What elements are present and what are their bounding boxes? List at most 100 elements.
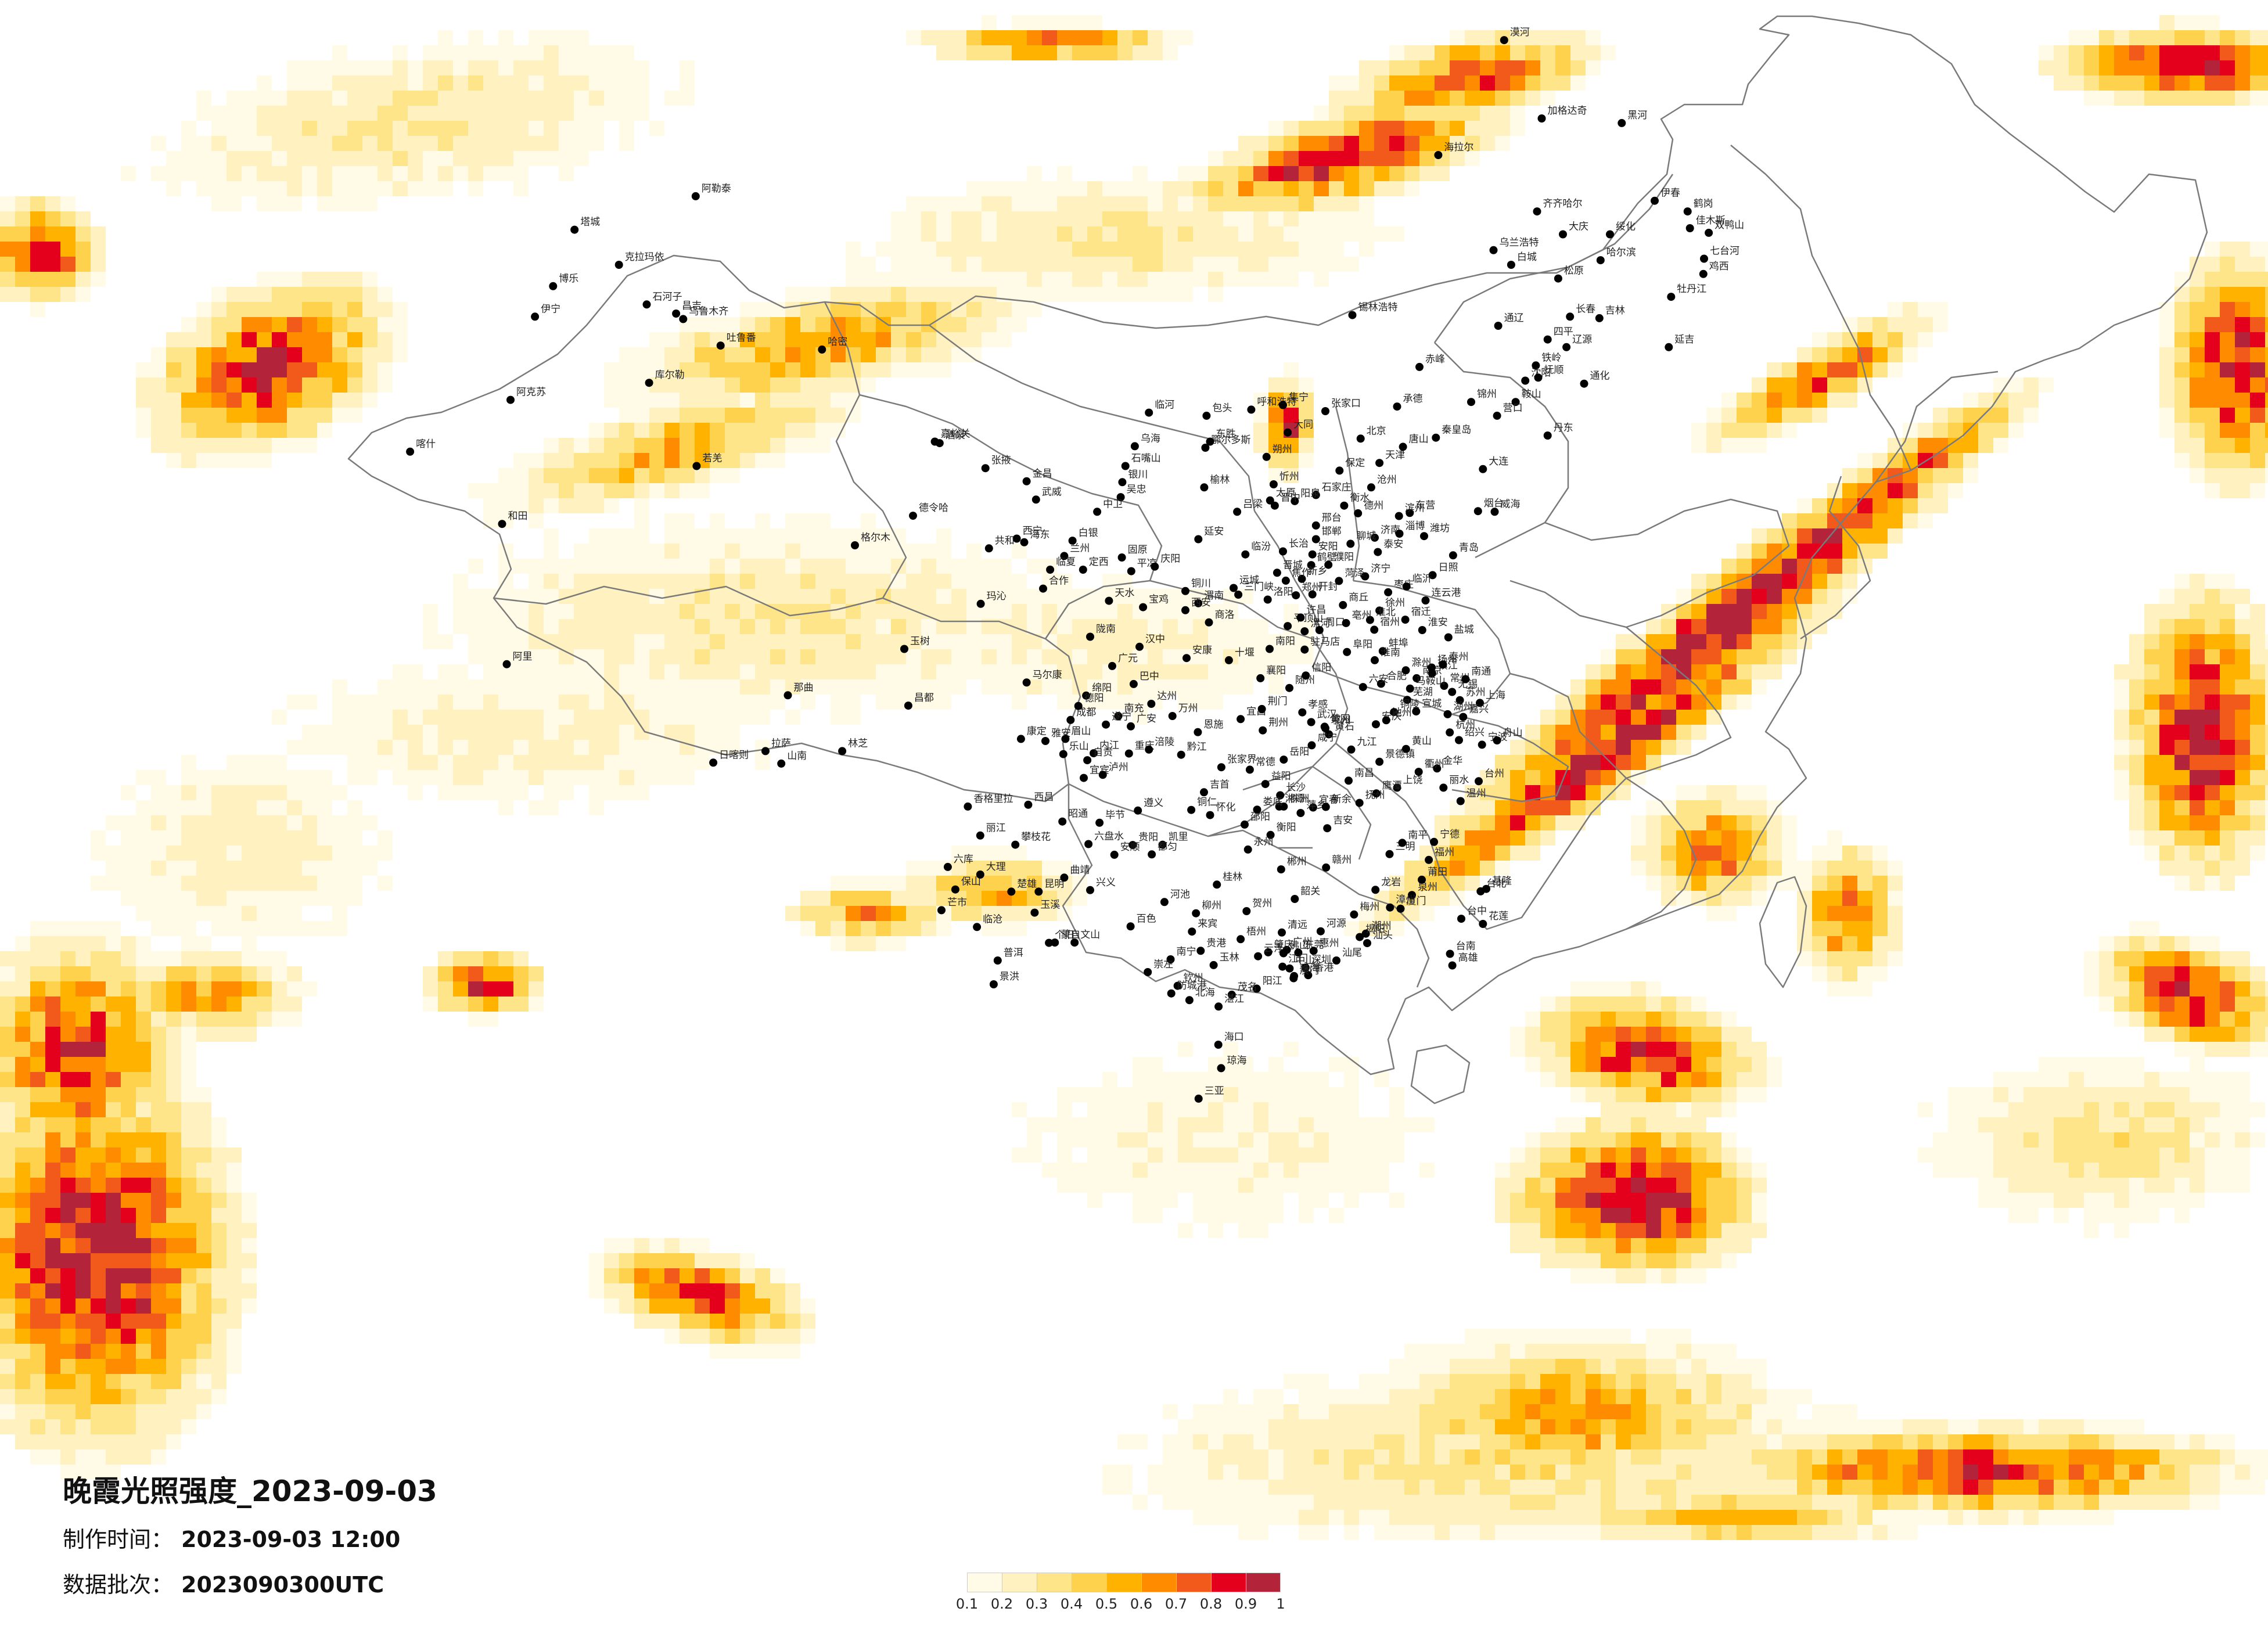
city-label: 内江 <box>1099 740 1119 751</box>
city-dot <box>1301 963 1310 972</box>
city-label: 台中 <box>1467 905 1487 917</box>
city-label: 聊城 <box>1356 530 1376 542</box>
city-label: 个旧 <box>1055 930 1074 941</box>
city-dot <box>1322 863 1331 872</box>
city-dot <box>1124 749 1133 758</box>
city-label: 长春 <box>1576 303 1595 315</box>
city-label: 许昌 <box>1306 604 1326 616</box>
city-dot <box>1194 728 1202 736</box>
production-time-label: 制作时间： <box>63 1527 174 1552</box>
city-label: 包头 <box>1212 402 1232 414</box>
city-dot <box>1187 805 1196 814</box>
city-dot <box>1386 903 1394 912</box>
city-dot <box>1448 551 1457 560</box>
city-dot <box>1651 196 1659 205</box>
city-dot <box>1016 735 1025 743</box>
city-dot <box>851 541 859 549</box>
city-dot <box>1061 735 1070 743</box>
city-dot <box>783 691 792 700</box>
city-label: 日喀则 <box>719 749 749 761</box>
city-label: 韶关 <box>1300 886 1320 897</box>
city-dot <box>1127 567 1135 575</box>
city-dot <box>1259 726 1267 735</box>
city-label: 济宁 <box>1371 563 1390 575</box>
city-dot <box>1399 443 1407 451</box>
city-dot <box>1402 582 1411 591</box>
city-dot <box>1371 656 1379 664</box>
city-label: 朔州 <box>1273 444 1292 455</box>
city-dot <box>1051 938 1059 947</box>
city-dot <box>1559 230 1567 239</box>
city-dot <box>1217 1064 1225 1073</box>
city-dot <box>1230 584 1238 592</box>
city-label: 天津 <box>1385 449 1405 461</box>
map-title: 晚霞光照强度_2023-09-03 <box>63 1474 437 1508</box>
city-dot <box>1566 312 1575 321</box>
city-dot <box>1533 207 1541 216</box>
city-dot <box>1289 974 1298 983</box>
legend-tick-label: 0.8 <box>1199 1596 1223 1612</box>
city-label: 肇庆 <box>1274 939 1294 951</box>
city-label: 德令哈 <box>919 502 948 514</box>
city-dot <box>1279 949 1288 958</box>
city-label: 济南 <box>1381 524 1400 536</box>
city-label: 玛沁 <box>987 591 1007 602</box>
city-label: 四平 <box>1554 326 1573 338</box>
city-label: 鄂州 <box>1331 715 1351 726</box>
legend-tick-label: 0.3 <box>1025 1596 1048 1612</box>
city-dot <box>1243 845 1252 854</box>
city-dot <box>1325 730 1333 739</box>
city-label: 丹东 <box>1554 422 1573 434</box>
city-dot <box>1206 437 1214 446</box>
city-label: 通辽 <box>1504 312 1524 324</box>
city-label: 遵义 <box>1144 797 1163 809</box>
city-dot <box>1490 508 1499 516</box>
city-dot <box>1361 929 1370 938</box>
city-label: 徐州 <box>1385 597 1405 609</box>
city-label: 哈尔滨 <box>1606 247 1636 258</box>
city-dot <box>1254 952 1263 961</box>
city-label: 保山 <box>961 876 981 888</box>
city-dot <box>900 645 908 653</box>
city-label: 鄂尔多斯 <box>1211 434 1250 446</box>
city-dot <box>1339 600 1347 609</box>
city-dot <box>1511 398 1520 406</box>
city-label: 吴忠 <box>1127 484 1146 495</box>
city-dot <box>1401 744 1410 753</box>
city-label: 合作 <box>1049 575 1069 587</box>
city-label: 晋中 <box>1281 492 1300 504</box>
city-label: 兴义 <box>1096 877 1116 888</box>
city-label: 抚顺 <box>1544 364 1564 376</box>
city-dot <box>1440 682 1448 690</box>
city-label: 锦州 <box>1477 388 1497 400</box>
city-label: 岳阳 <box>1289 746 1309 758</box>
city-dot <box>614 261 623 269</box>
city-dot <box>1166 955 1175 963</box>
city-dot <box>818 345 826 354</box>
city-label: 十堰 <box>1235 647 1255 659</box>
city-label: 晋城 <box>1283 559 1303 571</box>
city-label: 新乡 <box>1308 566 1328 577</box>
city-label: 乌鲁木齐 <box>689 305 728 317</box>
city-label: 营口 <box>1503 402 1523 414</box>
city-dot <box>1066 715 1075 724</box>
city-dot <box>1281 576 1290 585</box>
city-dot <box>1098 771 1107 779</box>
city-dot <box>1022 477 1031 485</box>
city-dot <box>1237 715 1245 724</box>
city-label: 梅州 <box>1360 901 1379 913</box>
city-dot <box>1294 948 1303 957</box>
city-label: 眉山 <box>1071 725 1091 737</box>
city-label: 荆州 <box>1268 717 1288 729</box>
xinjiang-tibet-border <box>493 585 883 617</box>
city-dot <box>1269 480 1278 488</box>
legend-tick-label: 0.5 <box>1095 1596 1118 1612</box>
city-label: 芜湖 <box>1413 686 1433 698</box>
city-label: 芒市 <box>947 897 967 908</box>
city-dot <box>1309 803 1317 812</box>
city-dot <box>502 660 511 668</box>
city-dot <box>1245 765 1254 774</box>
city-label: 福州 <box>1435 847 1454 858</box>
city-label: 开封 <box>1318 581 1338 593</box>
city-label: 珠海 <box>1300 963 1320 974</box>
